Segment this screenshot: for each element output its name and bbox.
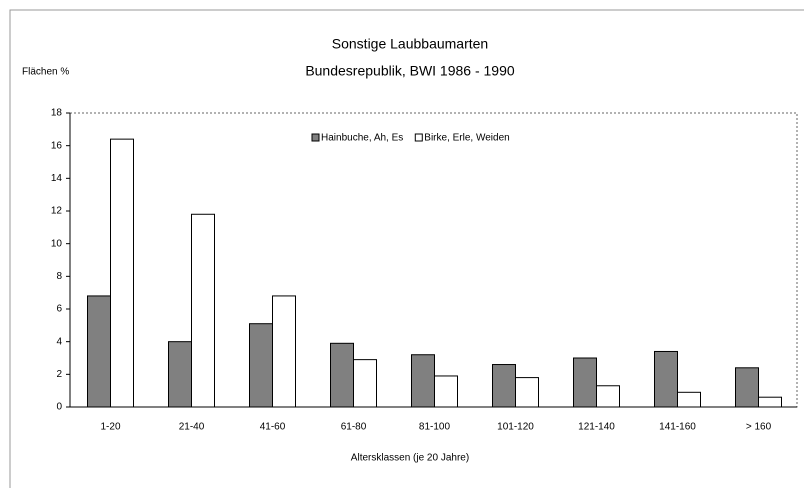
x-tick-label: 61-80 [341, 422, 367, 433]
y-tick-label: 12 [51, 206, 63, 217]
y-tick-label: 2 [56, 369, 62, 380]
legend-swatch [414, 133, 423, 142]
bar [353, 359, 377, 408]
x-tick-label: 81-100 [419, 422, 451, 433]
legend-label: Birke, Erle, Weiden [424, 133, 509, 144]
legend-swatch [311, 133, 320, 142]
x-tick-label: 41-60 [260, 422, 286, 433]
bar [87, 295, 111, 408]
bar [596, 385, 620, 408]
y-tick-label: 6 [56, 304, 62, 315]
x-tick-label: 1-20 [100, 422, 120, 433]
chart-title: Sonstige Laubbaumarten [332, 36, 488, 52]
bar [411, 354, 435, 408]
bar [330, 342, 354, 408]
bar [654, 350, 678, 408]
bar [191, 213, 215, 408]
y-axis-label: Flächen % [22, 67, 69, 78]
bar [168, 341, 192, 408]
bar [492, 364, 516, 408]
x-tick-label: > 160 [746, 422, 772, 433]
bar [573, 357, 597, 408]
bar [758, 396, 782, 408]
legend-label: Hainbuche, Ah, Es [321, 133, 403, 144]
y-tick-label: 14 [51, 173, 63, 184]
x-tick-label: 141-160 [659, 422, 696, 433]
chart-subtitle: Bundesrepublik, BWI 1986 - 1990 [305, 63, 515, 79]
y-tick-label: 0 [56, 402, 62, 413]
x-tick-label: 121-140 [578, 422, 615, 433]
bar [735, 367, 759, 408]
bar [434, 375, 458, 408]
x-tick-label: 21-40 [179, 422, 205, 433]
bar [110, 138, 134, 408]
bar [515, 377, 539, 408]
y-tick-label: 16 [51, 140, 63, 151]
bar [249, 323, 273, 408]
bar [677, 391, 701, 408]
y-tick-label: 4 [56, 336, 62, 347]
y-tick-label: 18 [51, 108, 63, 119]
chart-frame [9, 9, 804, 488]
y-tick-label: 8 [56, 271, 62, 282]
bar [272, 295, 296, 408]
x-axis-label: Altersklassen (je 20 Jahre) [351, 453, 469, 464]
x-tick-label: 101-120 [497, 422, 534, 433]
y-tick-label: 10 [51, 238, 63, 249]
